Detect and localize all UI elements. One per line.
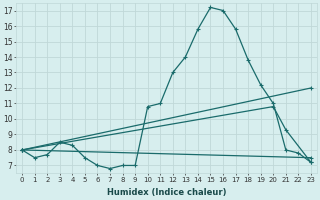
X-axis label: Humidex (Indice chaleur): Humidex (Indice chaleur) [107,188,226,197]
